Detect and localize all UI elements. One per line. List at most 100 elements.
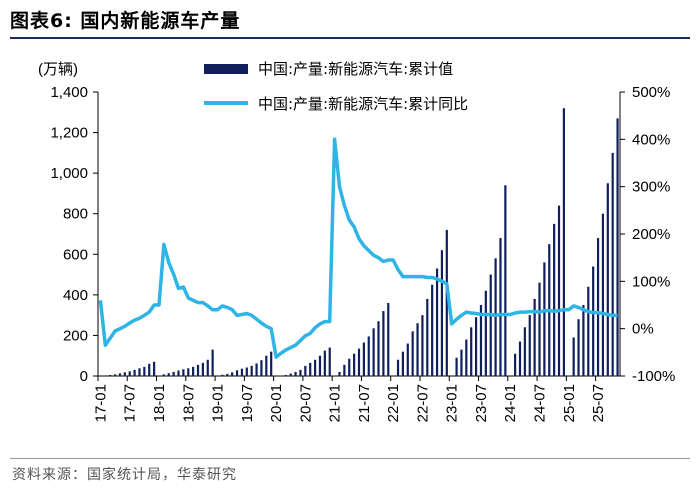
bar bbox=[538, 282, 541, 376]
y-right-tick-label: -100% bbox=[632, 368, 675, 385]
tick-labels: 0 200 400 600 800 1,000 1,200 1,400 -100% 0% 100% 2… bbox=[50, 84, 675, 422]
bar bbox=[182, 369, 185, 376]
bar bbox=[553, 223, 556, 376]
x-tick-label: 23-01 bbox=[444, 384, 461, 422]
bar bbox=[460, 349, 463, 376]
bar bbox=[484, 290, 487, 376]
bar bbox=[616, 118, 619, 376]
bar bbox=[353, 353, 356, 376]
y-right-tick-label: 400% bbox=[632, 131, 670, 148]
bar bbox=[396, 359, 400, 376]
bar bbox=[167, 373, 170, 376]
bar bbox=[265, 355, 268, 376]
bar bbox=[123, 372, 126, 376]
bar bbox=[421, 315, 424, 376]
bar bbox=[113, 374, 117, 376]
x-tick-label: 25-01 bbox=[561, 384, 578, 422]
bar bbox=[611, 152, 614, 376]
bar-series bbox=[104, 108, 619, 376]
bar bbox=[250, 365, 253, 376]
bar bbox=[533, 298, 536, 376]
bar bbox=[543, 262, 546, 376]
bar bbox=[187, 368, 190, 376]
x-tick-label: 19-01 bbox=[210, 384, 227, 422]
legend: 中国:产量:新能源汽车:累计值 中国:产量:新能源汽车:累计同比 bbox=[204, 60, 468, 113]
y-right-tick-label: 100% bbox=[632, 273, 670, 290]
legend-line-label: 中国:产量:新能源汽车:累计同比 bbox=[258, 95, 468, 113]
bar bbox=[562, 108, 565, 376]
bar bbox=[499, 238, 502, 376]
bar bbox=[231, 372, 234, 376]
y-left-tick-label: 600 bbox=[63, 246, 88, 263]
bar bbox=[118, 373, 122, 376]
bar bbox=[343, 364, 346, 376]
y-left-tick-label: 200 bbox=[63, 327, 88, 344]
legend-bar-label: 中国:产量:新能源汽车:累计值 bbox=[258, 60, 453, 78]
x-tick-label: 17-07 bbox=[122, 384, 139, 422]
bar bbox=[377, 321, 380, 376]
x-tick-label: 20-01 bbox=[268, 384, 285, 422]
x-tick-label: 21-07 bbox=[356, 384, 373, 422]
bar bbox=[211, 349, 214, 376]
y-right-tick-label: 500% bbox=[632, 84, 670, 101]
x-tick-label: 18-01 bbox=[151, 384, 168, 422]
bar bbox=[304, 365, 307, 376]
x-tick-label: 18-07 bbox=[180, 384, 197, 422]
bar bbox=[323, 350, 326, 376]
source-note: 资料来源：国家统计局，华泰研究 bbox=[12, 467, 237, 483]
y-left-tick-label: 800 bbox=[63, 206, 88, 223]
bar bbox=[240, 368, 244, 376]
source-rule bbox=[10, 458, 690, 459]
bar bbox=[367, 336, 370, 376]
y-left-tick-label: 0 bbox=[80, 368, 88, 385]
bar bbox=[270, 351, 273, 376]
legend-bar-swatch bbox=[204, 64, 248, 74]
bar bbox=[255, 363, 258, 376]
bar bbox=[357, 348, 361, 376]
bar bbox=[128, 371, 131, 376]
bar bbox=[596, 238, 600, 376]
y-right-tick-label: 200% bbox=[632, 226, 670, 243]
x-tick-label: 19-07 bbox=[239, 384, 256, 422]
bar bbox=[431, 284, 434, 376]
x-tick-label: 17-01 bbox=[92, 384, 109, 422]
bar bbox=[309, 362, 312, 376]
x-tick-label: 24-01 bbox=[502, 384, 519, 422]
bar bbox=[196, 364, 200, 376]
bar bbox=[221, 374, 224, 376]
bar bbox=[109, 374, 112, 376]
bar bbox=[153, 361, 156, 376]
bar bbox=[470, 327, 473, 376]
bar bbox=[587, 286, 590, 376]
bar bbox=[387, 302, 390, 376]
bar bbox=[328, 347, 331, 376]
bar bbox=[348, 358, 351, 376]
bar bbox=[416, 323, 419, 376]
y-right-tick-label: 0% bbox=[632, 321, 654, 338]
bar bbox=[260, 360, 263, 376]
bar bbox=[133, 369, 136, 376]
bar bbox=[299, 369, 302, 376]
bar bbox=[177, 370, 180, 376]
bar bbox=[362, 342, 365, 376]
bar bbox=[465, 339, 468, 376]
bar bbox=[606, 183, 609, 376]
bar bbox=[318, 355, 322, 376]
bar bbox=[577, 319, 580, 376]
bar bbox=[192, 366, 195, 376]
y-axis-unit-label: (万辆) bbox=[38, 61, 78, 78]
bar bbox=[284, 374, 287, 376]
y-left-tick-label: 400 bbox=[63, 287, 88, 304]
bar bbox=[435, 268, 439, 376]
bar bbox=[406, 343, 409, 376]
bar bbox=[143, 366, 146, 376]
x-tick-label: 22-01 bbox=[385, 384, 402, 422]
bar bbox=[518, 341, 522, 376]
y-right-tick-label: 300% bbox=[632, 179, 670, 196]
bar bbox=[474, 317, 478, 376]
bar bbox=[313, 359, 317, 376]
yoy-line bbox=[98, 137, 618, 359]
bar bbox=[479, 305, 483, 376]
bar bbox=[523, 327, 526, 376]
bar bbox=[289, 373, 292, 376]
